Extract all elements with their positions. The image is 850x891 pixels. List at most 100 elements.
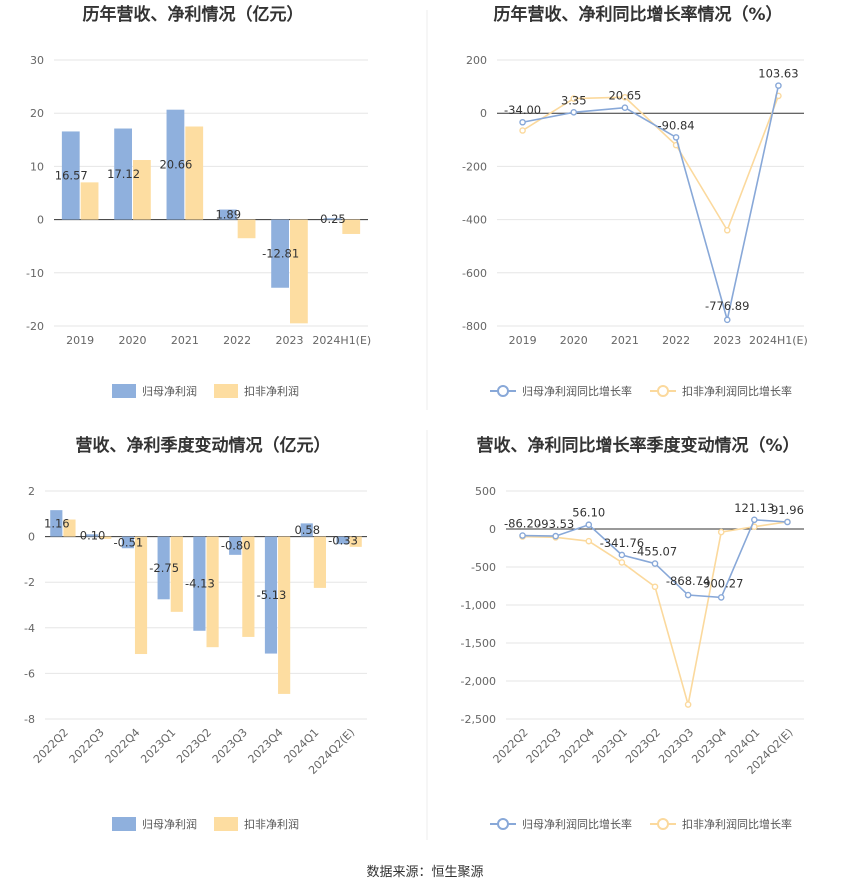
- bar-series1: [271, 219, 289, 288]
- bar-series1: [336, 536, 349, 545]
- legend-marker-series1: [497, 385, 509, 397]
- bar-series2: [99, 536, 112, 539]
- chart-title: 历年营收、净利情况（亿元）: [83, 4, 304, 25]
- bar-series1: [264, 536, 278, 654]
- y-tick-label: -20: [26, 320, 44, 333]
- point-series2: [723, 226, 731, 234]
- bar-series2: [134, 536, 148, 655]
- y-tick-label: -6: [24, 667, 35, 680]
- data-label-series1: -4.13: [185, 577, 215, 591]
- data-label-series1: -868.74: [666, 574, 710, 588]
- bar-series1: [50, 510, 63, 537]
- y-tick-label: 10: [30, 160, 44, 173]
- data-label-series1: -5.13: [257, 588, 287, 602]
- legend-marker-series2: [657, 385, 669, 397]
- x-tick-label: 2022Q3: [67, 726, 107, 766]
- y-tick-label: -400: [462, 214, 487, 227]
- data-label-series1: 0.25: [320, 212, 346, 226]
- quarterly-profit-bar-chart: 营收、净利季度变动情况（亿元）20-2-4-6-82022Q22022Q3202…: [24, 435, 367, 831]
- point-series1: [585, 521, 593, 529]
- y-tick-label: -10: [26, 267, 44, 280]
- x-tick-label: 2024H1(E): [749, 334, 808, 347]
- point-series2: [717, 528, 725, 536]
- data-label-series1: -2.75: [149, 561, 179, 575]
- y-tick-label: -200: [462, 160, 487, 173]
- data-label-series1: -900.27: [699, 576, 743, 590]
- data-label-series1: 0.58: [294, 523, 320, 537]
- bar-series1: [300, 523, 313, 537]
- point-series1: [570, 109, 578, 116]
- line-series1: [522, 85, 780, 321]
- legend-swatch-series1: [112, 817, 136, 831]
- point-series1: [784, 518, 791, 526]
- legend-swatch-series1: [112, 384, 136, 398]
- annual-growth-line-chart: 历年营收、净利同比增长率情况（%） 200 0 -200 -400 -600 -800 201…: [462, 4, 808, 398]
- data-label-series1: 17.12: [107, 167, 140, 181]
- point-series1: [651, 560, 659, 567]
- x-tick-label: 2023Q3: [210, 726, 250, 766]
- data-label-series1: -0.80: [221, 539, 251, 553]
- bar-series1: [121, 536, 134, 549]
- x-tick-label: 2021: [171, 334, 199, 347]
- data-label-series1: -34.00: [504, 103, 541, 117]
- y-tick-label: 30: [30, 54, 44, 67]
- x-tick-label: 2022Q2: [491, 726, 531, 766]
- bar-series2: [242, 536, 255, 637]
- bar-series1: [114, 128, 132, 220]
- point-series2: [684, 701, 692, 708]
- data-label-series1: 1.89: [215, 208, 241, 222]
- point-series1: [519, 532, 526, 539]
- bar-series1: [193, 536, 206, 631]
- legend-label-series2: 扣非净利润同比增长率: [682, 817, 792, 831]
- x-tick-label: 2023: [276, 334, 304, 347]
- bar-series2: [206, 536, 219, 648]
- y-tick-label: -800: [462, 320, 487, 333]
- data-label-series1: -93.53: [537, 517, 574, 531]
- annual-profit-bar-chart: 历年营收、净利情况（亿元） 30 20 10 0 -10 -20 2019 2020 2021 20…: [26, 4, 371, 398]
- x-tick-label: 2023Q4: [246, 726, 286, 766]
- data-source-note: 数据来源：恒生聚源: [366, 865, 483, 880]
- bar-series1: [229, 536, 242, 555]
- data-label-series1: 103.63: [758, 67, 798, 81]
- bar-series2: [313, 536, 326, 588]
- legend-marker-series2: [657, 818, 669, 830]
- x-tick-label: 2022Q4: [103, 726, 143, 766]
- legend-label-series2: 扣非净利润同比增长率: [682, 384, 792, 398]
- data-label-series1: 56.10: [572, 506, 605, 520]
- x-tick-label: 2019: [509, 334, 537, 347]
- point-series1: [621, 104, 629, 112]
- y-tick-label: -2,500: [461, 713, 496, 726]
- x-tick-label: 2022Q4: [557, 726, 597, 766]
- data-label-series1: 20.66: [159, 158, 192, 172]
- point-series2: [621, 93, 629, 101]
- data-label-series1: 1.16: [44, 516, 70, 530]
- line-series2: [522, 95, 780, 233]
- bar-series2: [342, 219, 361, 234]
- bar-series2: [237, 219, 256, 239]
- point-series1: [519, 118, 526, 126]
- x-tick-label: 2023Q1: [138, 726, 178, 766]
- chart-title: 营收、净利同比增长率季度变动情况（%）: [476, 435, 799, 456]
- data-label-series1: -0.51: [113, 535, 143, 549]
- bar-series2: [80, 182, 99, 220]
- bar-series2: [349, 536, 362, 547]
- point-series1: [684, 591, 692, 599]
- bar-series1: [157, 536, 170, 600]
- y-tick-label: 500: [475, 485, 496, 498]
- bar-series1: [218, 209, 237, 220]
- data-label-series1: -776.89: [705, 299, 749, 313]
- x-tick-label: 2023Q3: [656, 726, 696, 766]
- y-tick-label: 200: [466, 54, 487, 67]
- data-label-series1: -0.33: [328, 533, 358, 547]
- x-tick-label: 2023: [713, 334, 741, 347]
- data-label-series1: 91.96: [771, 503, 804, 517]
- chart-title: 营收、净利季度变动情况（亿元）: [76, 435, 331, 456]
- bar-series2: [63, 519, 76, 537]
- point-series2: [519, 127, 526, 134]
- legend-label-series1: 归母净利润同比增长率: [522, 384, 632, 398]
- y-tick-label: 20: [30, 107, 44, 120]
- data-label-series1: 121.13: [734, 501, 774, 515]
- y-tick-label: -600: [462, 267, 487, 280]
- x-tick-label: 2023Q2: [174, 726, 214, 766]
